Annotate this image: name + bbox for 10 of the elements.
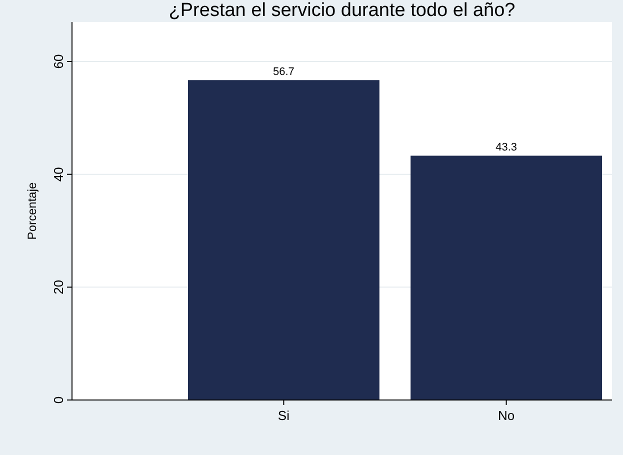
x-tick-label: Si	[278, 408, 290, 423]
y-tick-label: 20	[51, 280, 66, 294]
data-label: 56.7	[273, 66, 294, 78]
x-tick-label: No	[498, 408, 515, 423]
chart-title: ¿Prestan el servicio durante todo el año?	[168, 0, 516, 21]
data-label: 43.3	[496, 142, 517, 154]
y-axis-title: Porcentaje	[25, 182, 39, 240]
y-tick-label: 0	[51, 396, 66, 404]
y-tick-label: 40	[51, 167, 66, 182]
y-tick-label: 60	[51, 54, 66, 69]
